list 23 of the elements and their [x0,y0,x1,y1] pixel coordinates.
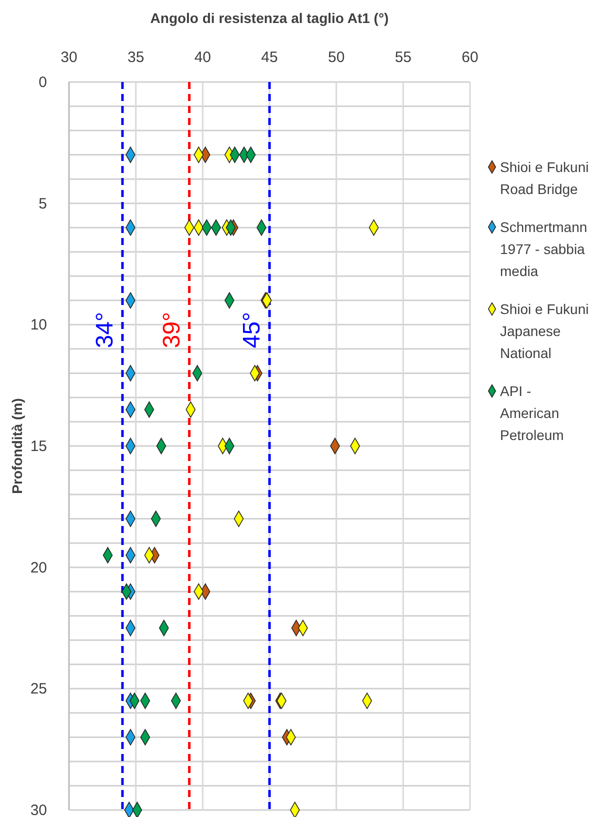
y-tick-label: 5 [38,195,47,212]
x-tick-label: 60 [462,49,478,66]
ref-line-label: 45° [238,312,266,348]
x-tick-label: 30 [60,49,78,66]
y-tick-label: 15 [30,438,47,455]
ref-line-label: 34° [91,312,118,348]
ref-line-label: 39° [158,312,186,348]
legend-label: Shioi e Fukuni Japanese National [500,301,589,361]
y-tick-label: 30 [30,802,47,817]
x-tick-label: 45 [261,49,278,66]
legend-label: Schmertmann 1977 - sabbia media [500,219,588,279]
legend-label: API - American Petroleum [500,383,564,443]
x-tick-label: 35 [127,49,144,66]
y-axis-title: Profondità (m) [9,398,25,494]
y-tick-label: 0 [38,74,47,91]
x-tick-label: 40 [194,49,212,66]
x-tick-label: 55 [394,49,412,66]
y-tick-label: 25 [30,680,47,698]
y-tick-label: 20 [30,559,47,576]
x-tick-label: 50 [328,49,345,66]
y-tick-label: 10 [30,316,47,334]
x-axis-title: Angolo di resistenza al taglio At1 (°) [150,10,389,26]
legend-label: Shioi e Fukuni Road Bridge [500,159,589,197]
